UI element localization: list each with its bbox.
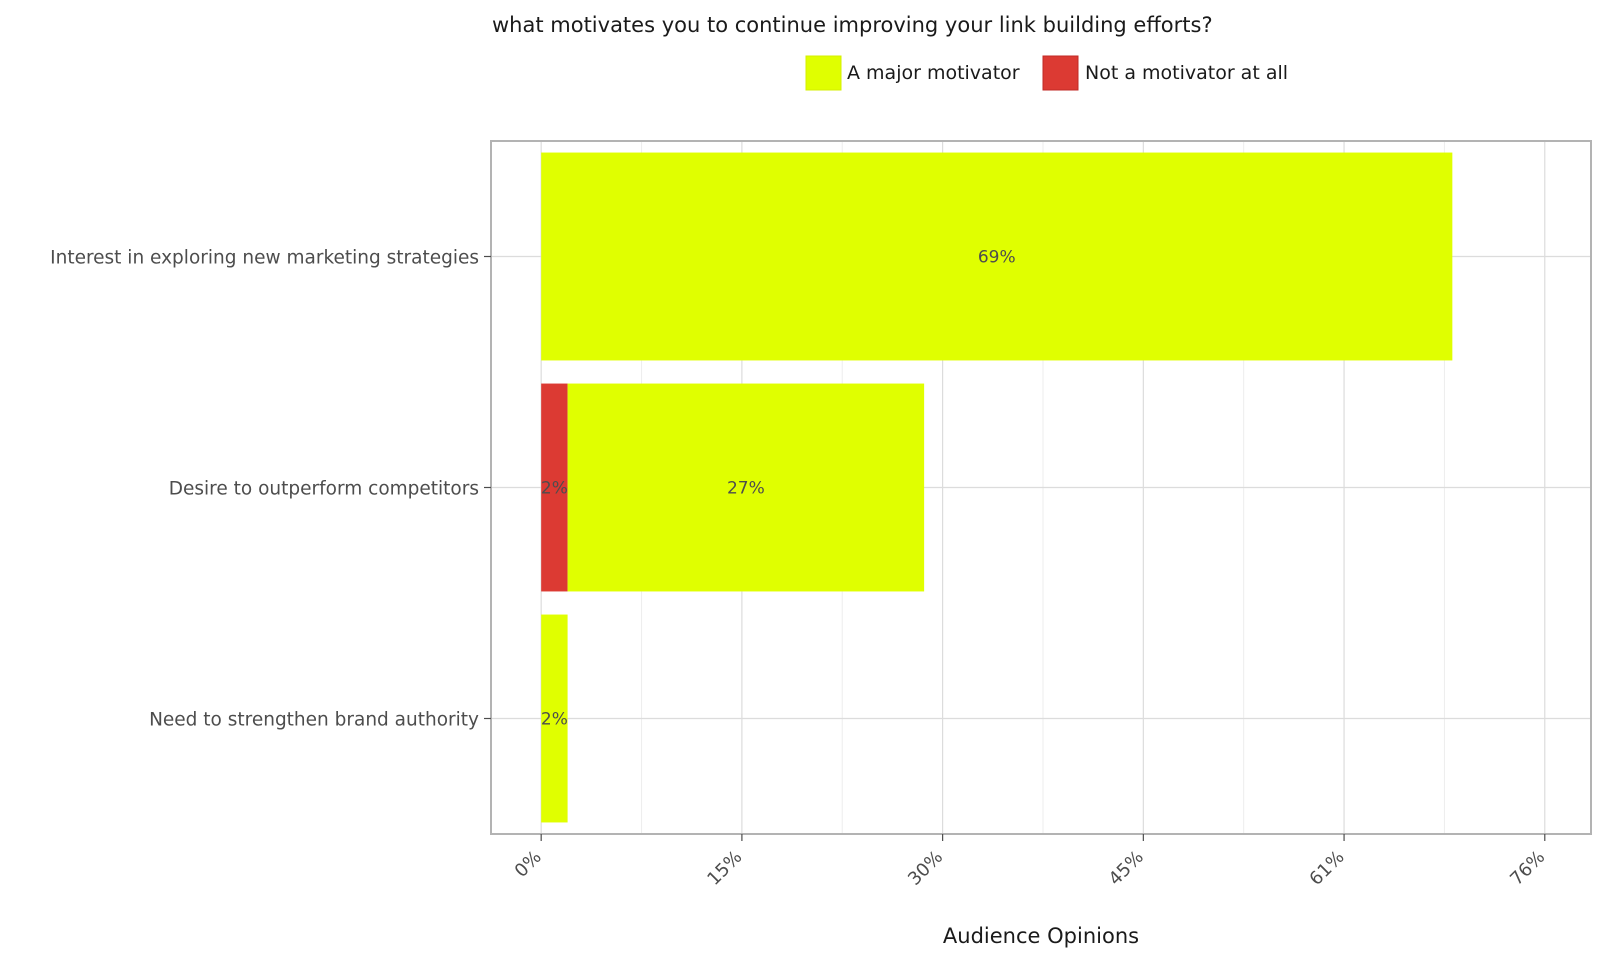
x-tick-label: 15% [703,847,746,890]
legend-label: Not a motivator at all [1085,62,1288,84]
data-label: 27% [727,479,765,499]
legend: A major motivator Not a motivator at all [805,55,1288,91]
legend-swatch [1042,55,1079,91]
category-label: Desire to outperform competitors [169,479,479,500]
x-tick-label: 61% [1305,847,1348,890]
bar [541,383,568,592]
category-label: Need to strengthen brand authority [149,710,479,731]
data-label: 2% [541,479,568,499]
legend-swatch [805,55,842,91]
x-tick-label: 45% [1105,847,1148,890]
x-axis-title: Audience Opinions [943,924,1139,948]
category-label: Interest in exploring new marketing stra… [50,248,479,269]
data-label: 2% [541,710,568,730]
chart-title: what motivates you to continue improving… [492,13,1213,37]
bar [541,152,1453,361]
legend-label: A major motivator [847,62,1020,84]
bar [567,383,925,592]
data-label: 69% [978,248,1016,268]
x-tick-label: 0% [511,847,546,882]
bar [541,614,568,823]
x-tick-label: 30% [904,847,947,890]
plot-area: 69% 2% 27% 2% Interest in exploring new mark… [50,140,1592,890]
x-tick-label: 76% [1506,847,1549,890]
